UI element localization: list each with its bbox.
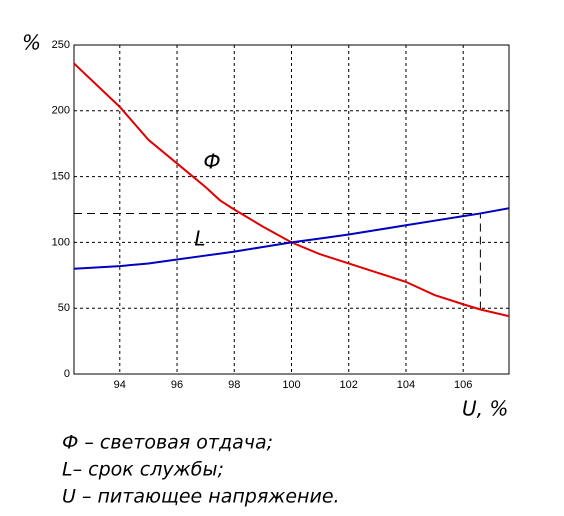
note: U – питающее напряжение. — [62, 486, 340, 508]
series-label: L — [194, 227, 205, 251]
note: L– срок службы; — [62, 459, 224, 481]
x-tick-label: 98 — [228, 379, 240, 391]
note: Ф – световая отдача; — [62, 432, 273, 454]
series-line — [73, 207, 510, 270]
x-tick-label: 106 — [454, 379, 472, 391]
x-tick-label: 94 — [114, 379, 126, 391]
x-tick-label: 100 — [282, 379, 300, 391]
y-tick-label: 100 — [52, 236, 70, 248]
x-axis-label: U, % — [462, 397, 508, 421]
series-label: Ф — [203, 150, 220, 174]
y-axis-label: % — [22, 31, 41, 55]
y-tick-label: 150 — [52, 171, 70, 183]
x-tick-label: 96 — [171, 379, 183, 391]
y-tick-label: 250 — [52, 39, 70, 51]
x-tick-label: 104 — [397, 379, 415, 391]
x-tick-label: 102 — [340, 379, 358, 391]
y-tick-label: 200 — [52, 105, 70, 117]
plot-frame — [73, 44, 510, 375]
y-tick-label: 0 — [64, 368, 70, 380]
y-tick-label: 50 — [58, 302, 70, 314]
